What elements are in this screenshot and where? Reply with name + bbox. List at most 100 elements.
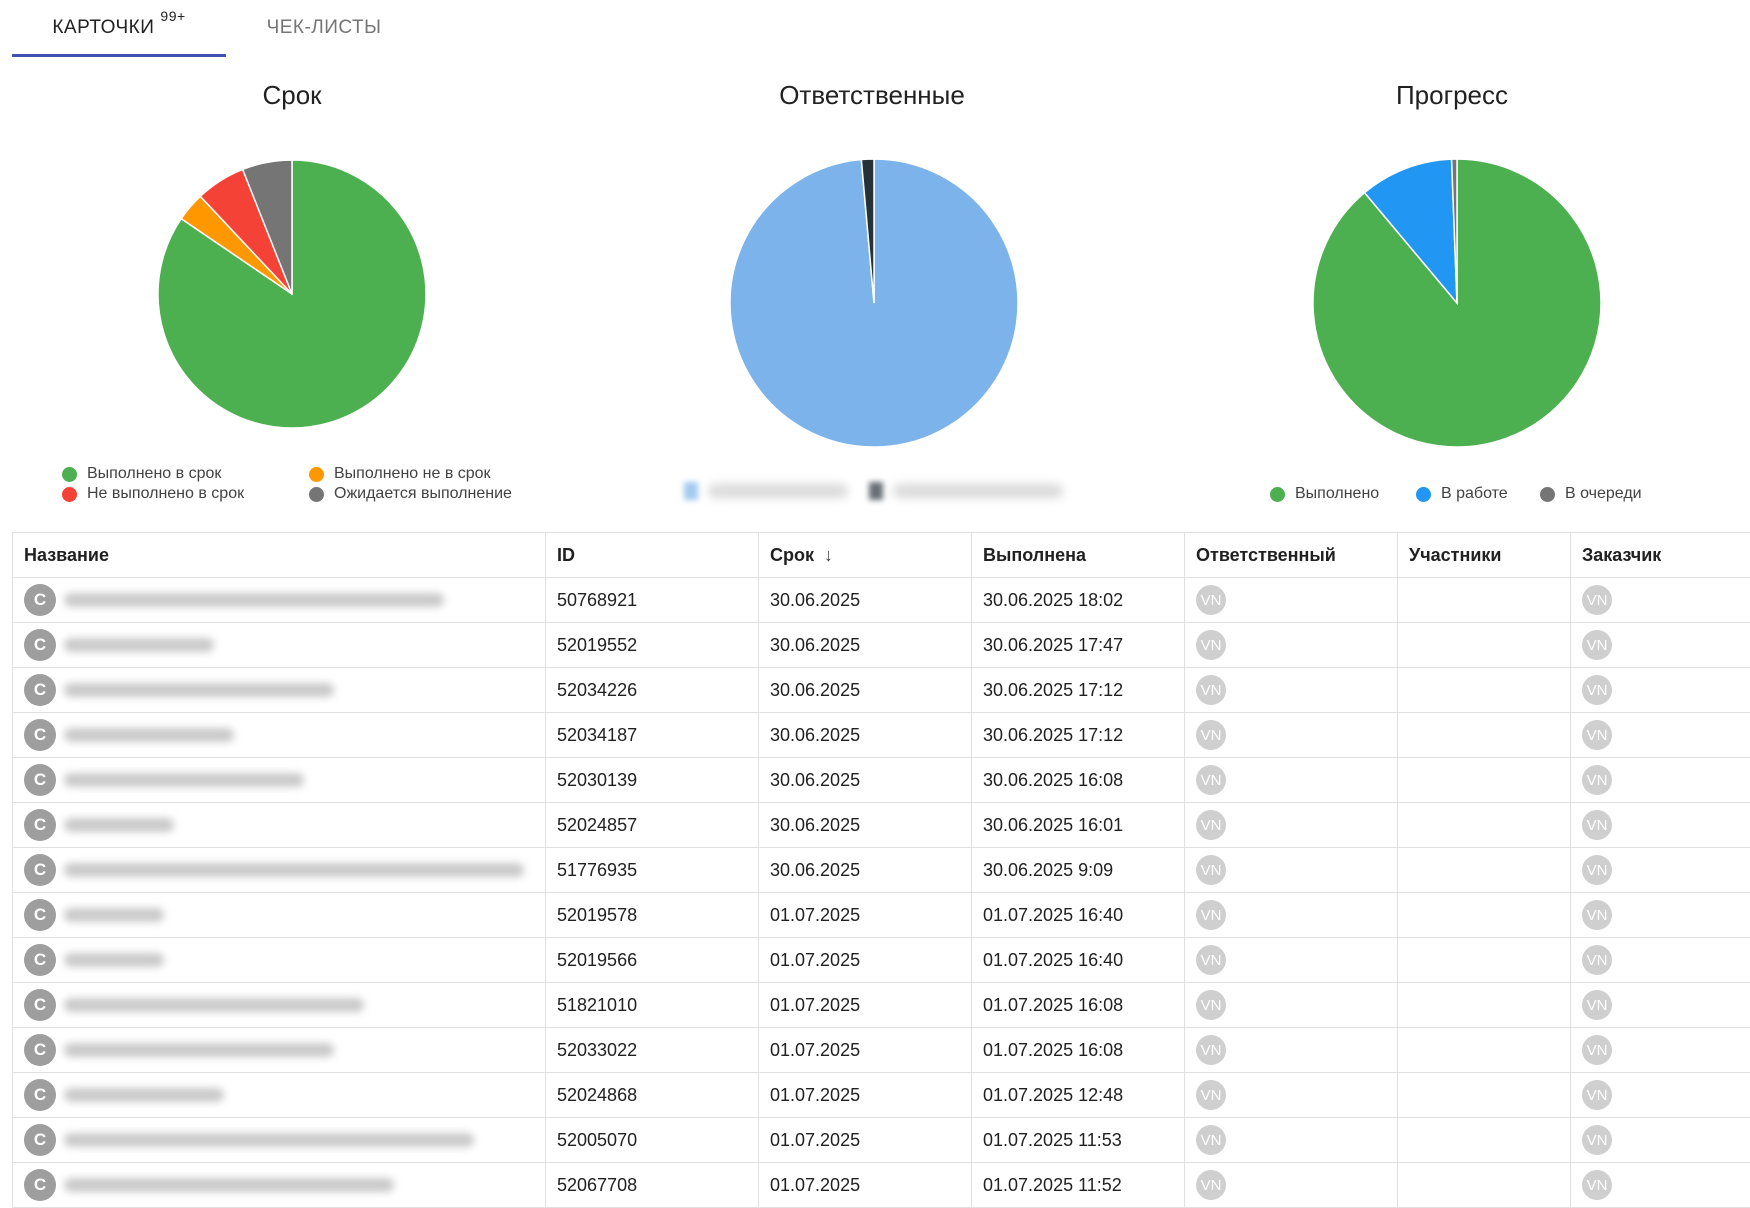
- pie-slice-2[interactable]: [1450, 158, 1458, 304]
- table-row[interactable]: C 52034187 30.06.2025 30.06.2025 17:12 VN VN: [13, 713, 1750, 758]
- cell-name[interactable]: C: [13, 983, 546, 1027]
- tab-cards[interactable]: КАРТОЧКИ 99+: [12, 0, 226, 56]
- redacted-card-name: [64, 728, 234, 742]
- user-avatar[interactable]: VN: [1196, 765, 1226, 795]
- column-header-due[interactable]: Срок ↓: [759, 533, 972, 577]
- column-header-participants[interactable]: Участники: [1398, 533, 1571, 577]
- table-row[interactable]: C 52067708 01.07.2025 01.07.2025 11:52 VN VN: [13, 1163, 1750, 1208]
- user-avatar[interactable]: VN: [1196, 630, 1226, 660]
- chart-progress-title: Прогресс: [1395, 80, 1508, 110]
- column-header-responsible[interactable]: Ответственный: [1185, 533, 1398, 577]
- cell-name[interactable]: C: [13, 1073, 546, 1117]
- chart-deadline-svg: [157, 159, 427, 429]
- user-avatar[interactable]: VN: [1582, 945, 1612, 975]
- legend-item-queued[interactable]: В очереди: [1540, 485, 1642, 503]
- legend-item-on-time[interactable]: Выполнено в срок: [62, 465, 221, 483]
- legend-item-not-done[interactable]: Не выполнено в срок: [62, 485, 244, 503]
- column-header-label: Заказчик: [1582, 544, 1662, 565]
- cell-done: 01.07.2025 16:40: [972, 938, 1185, 982]
- user-avatar[interactable]: VN: [1196, 675, 1226, 705]
- cell-name[interactable]: C: [13, 1118, 546, 1162]
- legend-label: Выполнено: [1295, 485, 1380, 502]
- table-row[interactable]: C 51821010 01.07.2025 01.07.2025 16:08 VN VN: [13, 983, 1750, 1028]
- user-avatar[interactable]: VN: [1196, 810, 1226, 840]
- table-row[interactable]: C 52033022 01.07.2025 01.07.2025 16:08 VN VN: [13, 1028, 1750, 1073]
- user-avatar[interactable]: VN: [1196, 855, 1226, 885]
- user-avatar[interactable]: VN: [1582, 855, 1612, 885]
- legend-item-pending[interactable]: Ожидается выполнение: [309, 485, 512, 503]
- user-avatar[interactable]: VN: [1582, 675, 1612, 705]
- column-header-id[interactable]: ID: [546, 533, 759, 577]
- cell-name[interactable]: C: [13, 758, 546, 802]
- user-avatar[interactable]: VN: [1582, 630, 1612, 660]
- tab-checklists[interactable]: ЧЕК-ЛИСТЫ: [248, 0, 400, 56]
- user-avatar[interactable]: VN: [1196, 1125, 1226, 1155]
- legend-item-redacted-1[interactable]: [684, 482, 848, 500]
- legend-item-late[interactable]: Выполнено не в срок: [309, 465, 491, 483]
- legend-label: Не выполнено в срок: [87, 485, 245, 502]
- pie-slice-1[interactable]: [1363, 158, 1458, 306]
- table-row[interactable]: C 52005070 01.07.2025 01.07.2025 11:53 VN VN: [13, 1118, 1750, 1163]
- legend-dot-orange: [309, 466, 324, 482]
- legend-item-in-progress[interactable]: В работе: [1416, 485, 1508, 503]
- table-row[interactable]: C 51776935 30.06.2025 30.06.2025 9:09 VN VN: [13, 848, 1750, 893]
- tab-checklists-label: ЧЕК-ЛИСТЫ: [266, 17, 382, 38]
- table-row[interactable]: C 52034226 30.06.2025 30.06.2025 17:12 VN VN: [13, 668, 1750, 713]
- cell-name[interactable]: C: [13, 938, 546, 982]
- table-row[interactable]: C 52019566 01.07.2025 01.07.2025 16:40 VN VN: [13, 938, 1750, 983]
- cell-name[interactable]: C: [13, 1028, 546, 1072]
- table-row[interactable]: C 52019552 30.06.2025 30.06.2025 17:47 VN VN: [13, 623, 1750, 668]
- column-header-customer[interactable]: Заказчик: [1571, 533, 1750, 577]
- user-avatar[interactable]: VN: [1196, 585, 1226, 615]
- user-avatar[interactable]: VN: [1582, 765, 1612, 795]
- cell-customer: VN: [1571, 1118, 1750, 1162]
- user-avatar[interactable]: VN: [1196, 990, 1226, 1020]
- user-avatar[interactable]: VN: [1196, 1170, 1226, 1200]
- user-avatar[interactable]: VN: [1196, 1080, 1226, 1110]
- cell-name[interactable]: C: [13, 623, 546, 667]
- user-avatar[interactable]: VN: [1196, 720, 1226, 750]
- cell-name[interactable]: C: [13, 848, 546, 892]
- legend-item-redacted-2[interactable]: [869, 482, 1063, 500]
- legend-item-done[interactable]: Выполнено: [1270, 485, 1379, 503]
- cell-name[interactable]: C: [13, 713, 546, 757]
- cell-done: 30.06.2025 17:12: [972, 668, 1185, 712]
- cell-participants: [1398, 1118, 1571, 1162]
- column-header-done[interactable]: Выполнена: [972, 533, 1185, 577]
- cell-due: 01.07.2025: [759, 1118, 972, 1162]
- table-row[interactable]: C 52019578 01.07.2025 01.07.2025 16:40 VN VN: [13, 893, 1750, 938]
- table-row[interactable]: C 52030139 30.06.2025 30.06.2025 16:08 VN VN: [13, 758, 1750, 803]
- user-avatar[interactable]: VN: [1196, 1035, 1226, 1065]
- pie-slice-1[interactable]: [860, 158, 875, 304]
- user-avatar[interactable]: VN: [1582, 1125, 1612, 1155]
- sort-arrow-down-icon[interactable]: ↓: [824, 544, 833, 565]
- user-avatar[interactable]: VN: [1582, 585, 1612, 615]
- table-row[interactable]: C 50768921 30.06.2025 30.06.2025 18:02 VN VN: [13, 578, 1750, 623]
- cell-id: 52019578: [546, 893, 759, 937]
- table-row[interactable]: C 52024857 30.06.2025 30.06.2025 16:01 VN VN: [13, 803, 1750, 848]
- cell-name[interactable]: C: [13, 803, 546, 847]
- user-avatar[interactable]: VN: [1582, 900, 1612, 930]
- cell-name[interactable]: C: [13, 1163, 546, 1207]
- user-avatar[interactable]: VN: [1582, 1170, 1612, 1200]
- cell-name[interactable]: C: [13, 578, 546, 622]
- cell-id: 52019552: [546, 623, 759, 667]
- card-type-avatar: C: [24, 899, 56, 931]
- cell-participants: [1398, 713, 1571, 757]
- pie-slice-3[interactable]: [241, 159, 293, 295]
- cell-participants: [1398, 938, 1571, 982]
- user-avatar[interactable]: VN: [1582, 810, 1612, 840]
- column-header-name[interactable]: Название: [13, 533, 546, 577]
- user-avatar[interactable]: VN: [1196, 900, 1226, 930]
- redacted-card-name: [64, 863, 524, 877]
- cell-name[interactable]: C: [13, 893, 546, 937]
- user-avatar[interactable]: VN: [1582, 720, 1612, 750]
- table-row[interactable]: C 52024868 01.07.2025 01.07.2025 12:48 VN VN: [13, 1073, 1750, 1118]
- cell-name[interactable]: C: [13, 668, 546, 712]
- user-avatar[interactable]: VN: [1582, 1035, 1612, 1065]
- user-avatar[interactable]: VN: [1582, 1080, 1612, 1110]
- user-avatar[interactable]: VN: [1582, 990, 1612, 1020]
- legend-dot-green: [1270, 486, 1285, 502]
- user-avatar[interactable]: VN: [1196, 945, 1226, 975]
- cards-table: Название ID Срок ↓ Выполнена Ответственн…: [12, 532, 1750, 1208]
